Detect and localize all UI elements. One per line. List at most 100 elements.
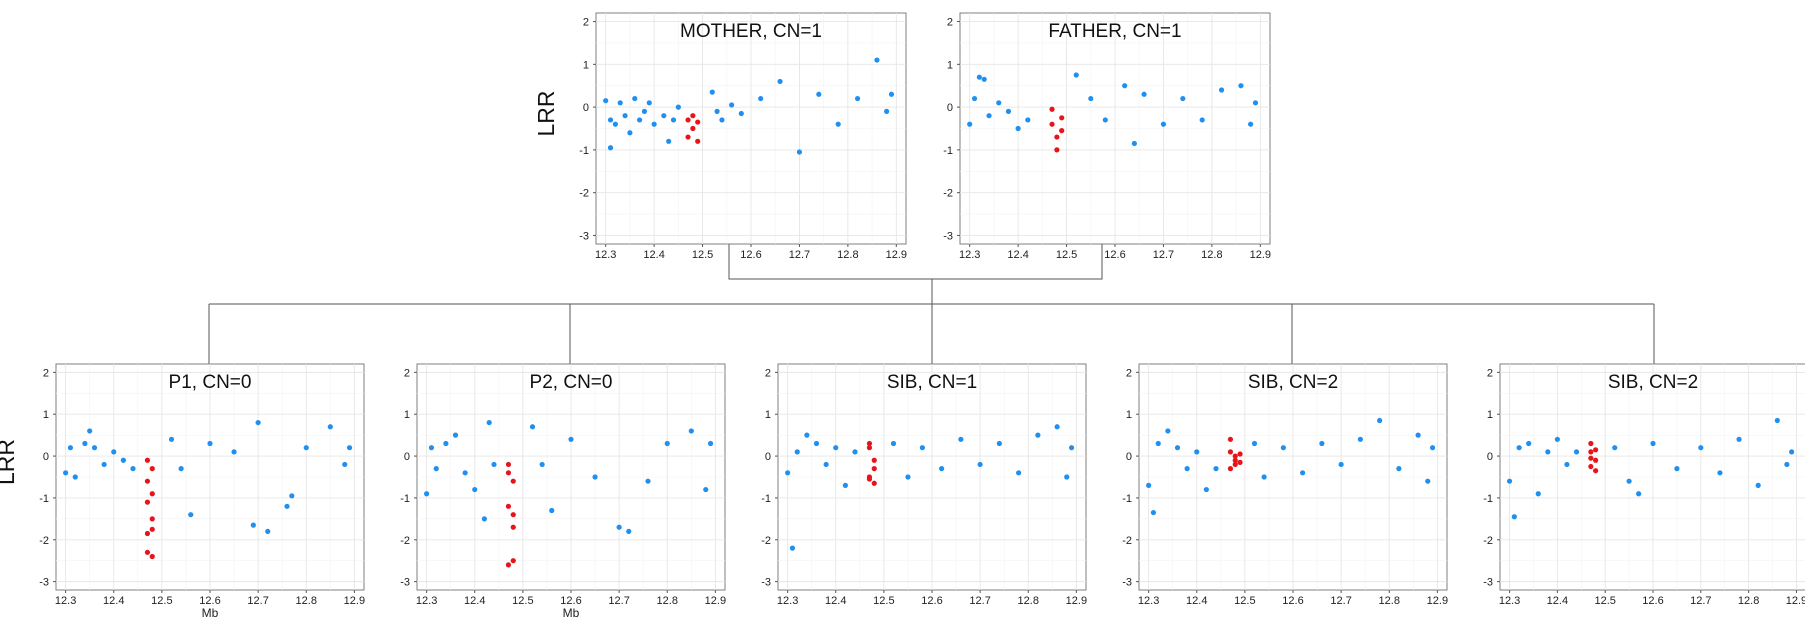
data-point <box>986 113 992 119</box>
data-point <box>1588 440 1594 447</box>
y-tick-label: 1 <box>765 409 771 421</box>
x-tick-label: 12.4 <box>103 595 124 607</box>
x-tick-label: 12.9 <box>886 249 907 261</box>
data-point <box>1248 121 1254 127</box>
x-tick-label: 12.8 <box>1018 595 1039 607</box>
data-point <box>1261 474 1267 480</box>
data-point <box>63 470 69 476</box>
data-point <box>666 138 672 144</box>
pedigree-connector-lines <box>208 244 1655 364</box>
data-point <box>1588 463 1594 470</box>
data-point <box>632 95 638 102</box>
x-tick-label: 12.3 <box>1499 595 1520 607</box>
data-point <box>1564 461 1570 468</box>
data-point <box>87 428 93 434</box>
data-point <box>1650 440 1656 447</box>
y-tick-label: -2 <box>761 535 771 547</box>
data-point <box>703 486 709 493</box>
data-point <box>289 493 295 499</box>
data-point <box>976 74 982 80</box>
data-point <box>149 516 155 522</box>
data-point <box>823 461 829 468</box>
x-tick-label: 12.3 <box>595 249 616 261</box>
data-point <box>1232 453 1238 459</box>
data-point <box>1636 491 1642 497</box>
y-tick-label: 2 <box>43 367 49 379</box>
data-point <box>433 466 439 472</box>
data-point <box>626 528 632 535</box>
data-point <box>646 100 652 106</box>
data-point <box>1088 95 1094 102</box>
data-point <box>207 440 213 447</box>
data-point <box>510 558 516 564</box>
data-point <box>592 474 598 480</box>
y-tick-label: 1 <box>1487 409 1493 421</box>
data-point <box>1049 106 1055 112</box>
data-point <box>675 104 681 110</box>
data-point <box>996 100 1002 106</box>
x-tick-label: 12.5 <box>692 249 713 261</box>
data-point <box>1035 432 1041 438</box>
data-point <box>1698 445 1704 451</box>
y-tick-label: 1 <box>404 409 410 421</box>
data-point <box>168 436 175 442</box>
data-point <box>327 424 333 430</box>
y-tick-label: 0 <box>404 451 410 463</box>
data-point <box>1238 83 1244 89</box>
data-point <box>888 91 895 97</box>
data-point <box>1251 440 1258 447</box>
data-point <box>866 440 873 447</box>
data-point <box>428 445 435 451</box>
data-point <box>443 440 449 447</box>
data-point <box>852 449 858 455</box>
data-point <box>816 91 822 97</box>
data-point <box>661 113 667 119</box>
x-tick-label: 12.6 <box>1282 595 1303 607</box>
data-point <box>1429 445 1436 451</box>
data-point <box>144 478 151 484</box>
data-point <box>1227 466 1234 472</box>
data-point <box>866 476 873 482</box>
y-tick-label: 2 <box>583 17 589 29</box>
data-point <box>1774 417 1780 424</box>
y-tick-label: 0 <box>1487 451 1493 463</box>
data-point <box>636 117 643 123</box>
data-point <box>1199 117 1205 123</box>
data-point <box>144 549 151 555</box>
x-tick-label: 12.6 <box>199 595 220 607</box>
data-point <box>833 445 839 451</box>
data-point <box>101 461 107 468</box>
data-point <box>1150 509 1157 516</box>
data-point <box>510 524 516 530</box>
parent-link-line <box>728 244 1103 280</box>
y-tick-label: 0 <box>43 451 49 463</box>
x-tick-label: 12.7 <box>1690 595 1711 607</box>
data-point <box>1415 432 1421 438</box>
data-point <box>1612 445 1618 451</box>
x-tick-label: 12.5 <box>1234 595 1255 607</box>
data-point <box>1232 461 1238 468</box>
y-tick-label: -2 <box>400 535 410 547</box>
data-point <box>1059 115 1065 121</box>
data-point <box>616 524 622 530</box>
x-tick-label: 12.9 <box>344 595 365 607</box>
data-point <box>1674 466 1680 472</box>
series-0 <box>603 57 895 155</box>
y-tick-label: 0 <box>947 102 953 114</box>
data-point <box>568 436 574 442</box>
y-tick-label: -2 <box>39 535 49 547</box>
x-tick-label: 12.8 <box>1738 595 1759 607</box>
data-point <box>149 466 155 472</box>
data-point <box>539 461 545 468</box>
data-point <box>617 100 623 106</box>
data-point <box>144 499 151 505</box>
data-point <box>149 491 155 497</box>
data-point <box>1005 108 1012 114</box>
data-point <box>603 98 609 104</box>
y-tick-label: 2 <box>1487 367 1493 379</box>
data-point <box>785 470 791 476</box>
y-axis-label: LRR <box>533 90 559 136</box>
data-point <box>981 76 987 82</box>
x-tick-label: 12.9 <box>1250 249 1271 261</box>
series-1 <box>866 440 877 486</box>
